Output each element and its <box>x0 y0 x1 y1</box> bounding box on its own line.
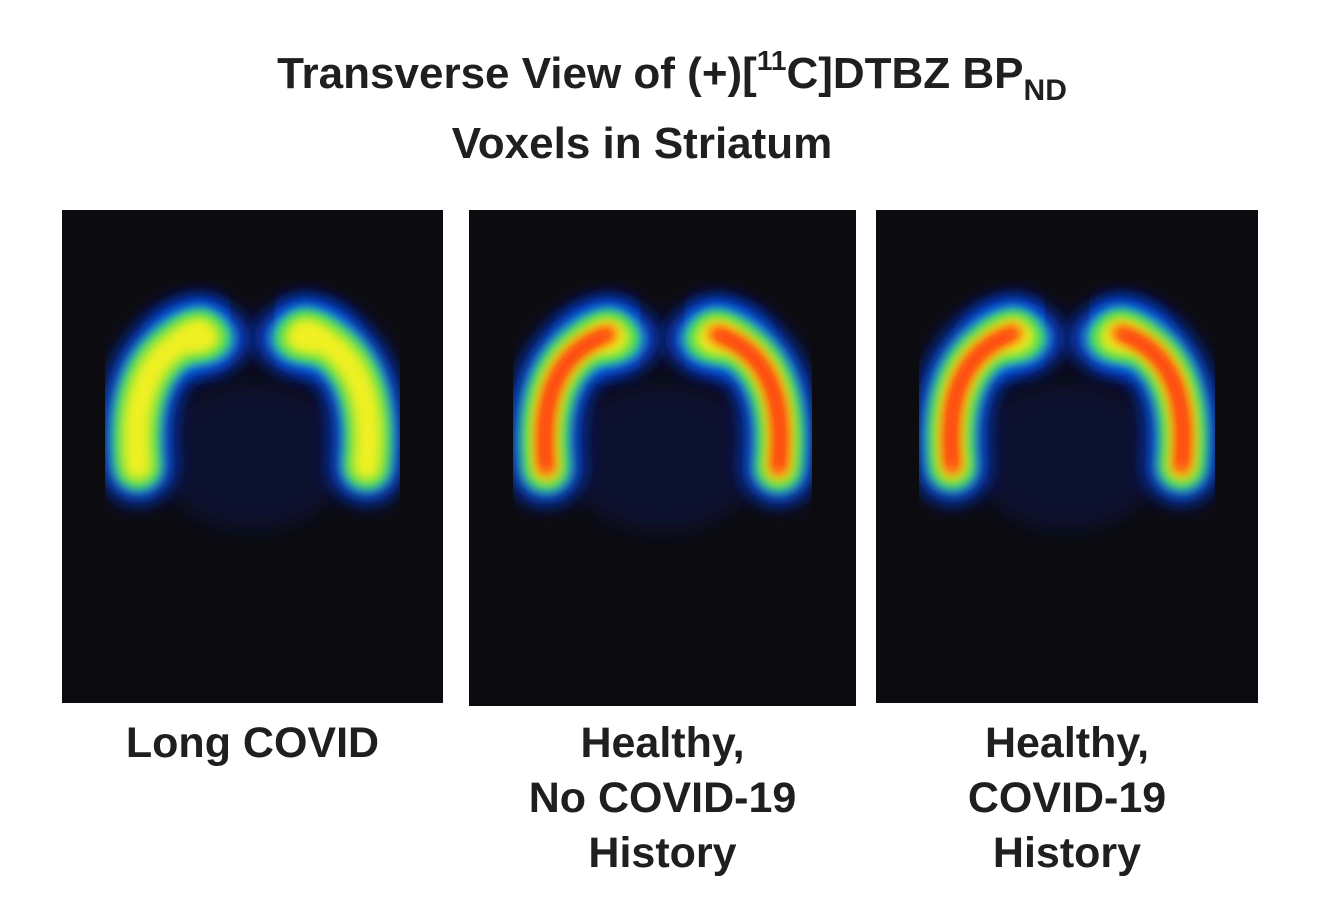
title-text: Transverse View of (+)[ <box>277 49 757 98</box>
striatum-signal <box>712 329 785 473</box>
panel-label: Healthy, <box>580 719 744 767</box>
caudate-head <box>286 324 326 353</box>
background-glow <box>565 383 760 533</box>
scan-panel: Healthy, COVID-19 History <box>876 210 1258 877</box>
scan-panel: Healthy, No COVID-19 History <box>469 210 856 877</box>
title-line-2: Voxels in Striatum <box>452 119 833 168</box>
panel-label: No COVID-19 <box>529 774 797 822</box>
striatum-signal <box>946 328 1019 471</box>
striatum-signal <box>1115 328 1188 471</box>
panel-label: Long COVID <box>126 719 379 767</box>
background-glow <box>157 382 348 531</box>
panel-label: Healthy, <box>985 719 1149 767</box>
striatum-signal <box>540 329 613 473</box>
background-glow <box>971 382 1163 531</box>
panel-label: COVID-19 <box>968 774 1166 822</box>
title-subscript: ND <box>1024 74 1067 107</box>
scan-panel: Long COVID <box>62 210 443 767</box>
panel-label: History <box>993 829 1141 877</box>
panel-label: History <box>588 829 736 877</box>
panels: Long COVID Healthy,No COVID-19HistoryHeal… <box>62 210 1258 877</box>
title-line-1: Transverse View of (+)[11C]DTBZ BPND <box>277 45 1067 107</box>
title-superscript: 11 <box>757 45 787 76</box>
title-text: C]DTBZ BP <box>786 49 1023 98</box>
caudate-head <box>179 324 219 353</box>
